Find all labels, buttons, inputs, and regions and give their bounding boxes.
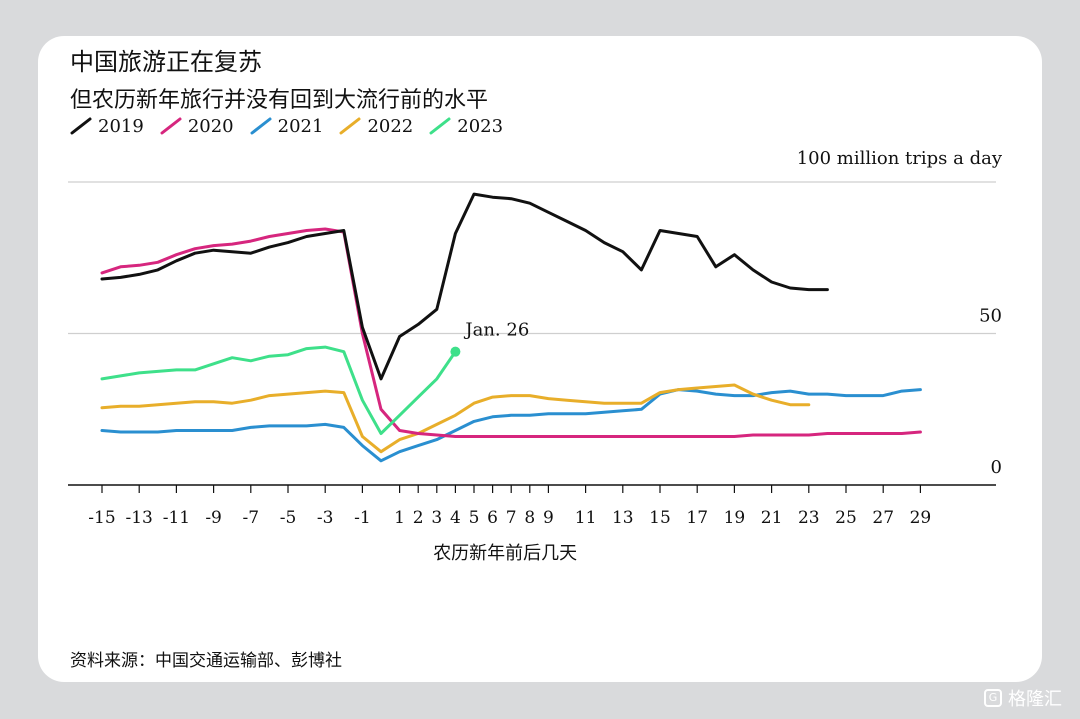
legend-label-2023: 2023: [457, 115, 504, 137]
legend-label-2021: 2021: [277, 115, 324, 137]
x-tick-label: -3: [317, 508, 334, 528]
series-line-2019: [100, 192, 829, 381]
x-tick-label: 29: [910, 508, 932, 528]
x-tick-label: 4: [450, 508, 461, 528]
x-tick-label: 5: [469, 508, 480, 528]
legend-item-2019: 2019: [70, 116, 144, 137]
legend-label-2019: 2019: [98, 115, 144, 137]
series-line-2020: [100, 227, 922, 438]
x-tick-label: 8: [524, 508, 535, 528]
x-tick-label: 21: [761, 508, 783, 528]
watermark: G 格隆汇: [984, 685, 1062, 711]
x-tick-label: -7: [243, 508, 260, 528]
annotation-jan-26: Jan. 26: [463, 320, 529, 341]
legend-swatch-2020: [160, 117, 182, 135]
chart-title: 中国旅游正在复苏: [70, 48, 262, 76]
x-tick-label: 25: [835, 508, 857, 528]
legend-label-2022: 2022: [367, 115, 414, 137]
x-tick-label: -5: [280, 508, 297, 528]
x-tick-label: 7: [506, 508, 517, 528]
y-unit-label: 100 million trips a day: [796, 148, 1002, 169]
legend-swatch-2022: [339, 117, 361, 135]
x-tick-label: 6: [487, 508, 498, 528]
x-tick-label: -9: [205, 508, 222, 528]
chart-card: [38, 36, 1042, 682]
source-note: 资料来源：中国交通运输部、彭博社: [70, 651, 342, 671]
legend-item-2023: 2023: [429, 116, 503, 137]
x-tick-label: 15: [649, 508, 671, 528]
legend-item-2021: 2021: [250, 115, 324, 137]
x-tick-label: 19: [724, 508, 746, 528]
x-tick-label: 9: [543, 508, 554, 528]
x-tick-label: 11: [575, 508, 597, 528]
y-tick-label: 0: [991, 457, 1002, 478]
x-axis-label: 农历新年前后几天: [433, 543, 577, 564]
legend-label-2020: 2020: [187, 115, 234, 137]
x-tick-label: -11: [163, 508, 190, 528]
legend-item-2022: 2022: [339, 116, 413, 137]
legend-swatch-2019: [70, 117, 92, 135]
x-tick-label: 17: [686, 508, 708, 528]
legend-swatch-2023: [429, 117, 451, 135]
legend-item-2020: 2020: [160, 116, 234, 137]
x-tick-label: -1: [354, 508, 371, 528]
watermark-logo-icon: G: [984, 689, 1002, 707]
x-tick-label: 3: [431, 508, 442, 528]
x-tick-label: -15: [88, 508, 115, 528]
x-tick-label: 13: [612, 508, 634, 528]
x-tick-label: 23: [798, 508, 820, 528]
x-tick-label: 27: [872, 508, 894, 528]
x-tick-label: -13: [126, 508, 153, 528]
series-line-2021: [100, 388, 922, 463]
y-tick-label: 50: [979, 306, 1002, 327]
series-line-2023: [100, 345, 457, 435]
legend: 2019 2020 2021 2022 2023: [70, 114, 503, 138]
x-tick-label: 1: [394, 508, 405, 528]
legend-swatch-2021: [250, 117, 272, 135]
series-2023-endpoint-dot: [450, 346, 461, 357]
watermark-text: 格隆汇: [1008, 689, 1062, 710]
series-line-2022: [100, 383, 811, 454]
x-tick-label: 2: [413, 508, 424, 528]
chart-subtitle: 但农历新年旅行并没有回到大流行前的水平: [70, 88, 489, 113]
